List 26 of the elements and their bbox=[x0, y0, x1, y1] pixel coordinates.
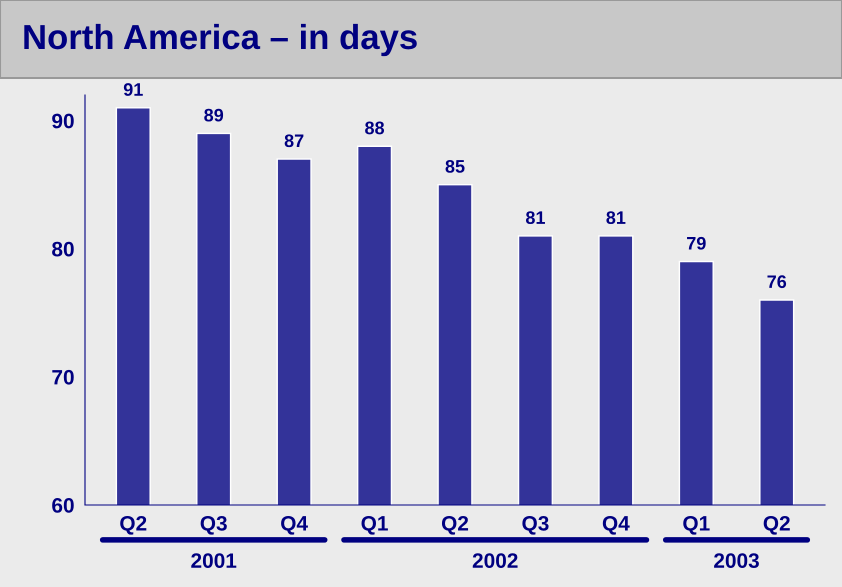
chart-title: North America – in days bbox=[24, 24, 417, 56]
text: 2001 bbox=[191, 553, 236, 568]
text: 2003 bbox=[714, 553, 759, 568]
data-label: 79 bbox=[687, 236, 706, 250]
x-tick-label: Q3 bbox=[522, 516, 549, 535]
data-label: 76 bbox=[767, 275, 786, 288]
data-label: 88 bbox=[365, 122, 384, 134]
x-tick-label: Q1 bbox=[683, 516, 710, 535]
data-label: 85 bbox=[446, 160, 465, 173]
data-label: 87 bbox=[284, 134, 304, 148]
x-tick-label: Q4 bbox=[281, 516, 308, 535]
data-label: 81 bbox=[606, 211, 626, 224]
y-tick-label: 60 bbox=[52, 498, 74, 513]
y-tick-label: 90 bbox=[52, 114, 74, 128]
text: 2002 bbox=[472, 553, 518, 568]
x-tick-label: Q2 bbox=[442, 516, 468, 535]
data-label: 89 bbox=[204, 108, 224, 122]
x-tick-label: Q1 bbox=[362, 516, 388, 535]
data-label: 81 bbox=[526, 211, 545, 224]
data-label: 91 bbox=[124, 83, 143, 96]
x-tick-label: Q2 bbox=[120, 516, 146, 535]
y-tick-label: 80 bbox=[52, 242, 74, 257]
y-tick-label: 70 bbox=[52, 370, 74, 385]
x-tick-label: Q3 bbox=[200, 516, 227, 535]
x-tick-label: Q4 bbox=[602, 516, 630, 535]
x-tick-label: Q2 bbox=[764, 516, 790, 535]
